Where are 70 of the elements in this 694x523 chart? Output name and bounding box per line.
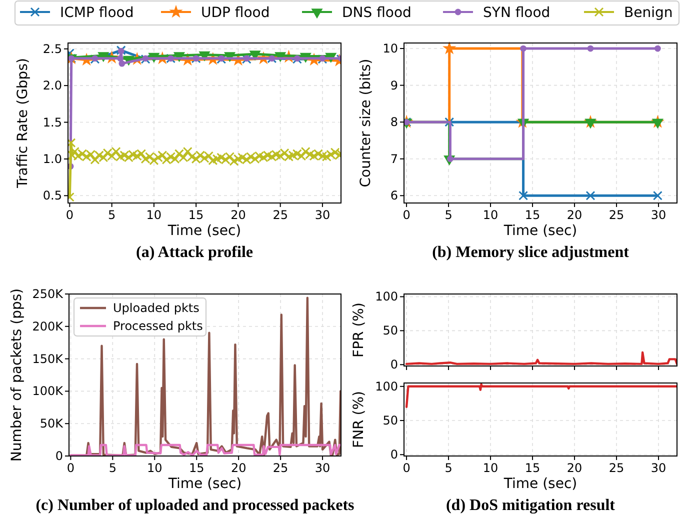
x-tick-label: 30 — [314, 208, 330, 222]
y-tick-label: 8 — [390, 115, 398, 130]
x-tick-label: 25 — [608, 461, 624, 475]
x-axis-title: Time (sec) — [502, 476, 578, 492]
y-tick-label: 200K — [32, 319, 64, 334]
x-tick-label: 20 — [566, 461, 582, 475]
x-tick-label: 0 — [402, 208, 410, 222]
x-tick-label: 0 — [66, 208, 74, 222]
x-tick-label: 10 — [482, 461, 498, 475]
y-tick-label: 6 — [390, 188, 398, 203]
y-tick-label: 1.5 — [42, 115, 62, 130]
x-tick-label: 15 — [524, 461, 540, 475]
x-tick-label: 25 — [608, 208, 624, 222]
y-axis-title: Number of packets (pps) — [9, 288, 25, 462]
text: (a) Attack profile — [136, 244, 254, 261]
y-tick-label: 50 — [382, 414, 398, 428]
x-axis-title: Time (sec) — [167, 476, 242, 492]
y-tick-label: 9 — [390, 78, 398, 92]
x-tick-label: 15 — [188, 461, 204, 475]
x-tick-label: 20 — [230, 461, 246, 475]
y-tick-label: 7 — [390, 152, 398, 166]
y-tick-label: 100 — [375, 290, 398, 304]
y-tick-label: 10 — [382, 42, 398, 56]
x-axis-title: Time (sec) — [502, 223, 578, 239]
x-tick-label: 0 — [402, 461, 410, 475]
x-tick-label: 5 — [444, 208, 452, 222]
text: (c) Number of uploaded and processed packets — [36, 497, 354, 514]
y-tick-label: 2.5 — [42, 42, 62, 56]
x-tick-label: 15 — [188, 208, 204, 222]
y-tick-label: 100 — [375, 379, 398, 394]
y-axis-title: Traffic Rate (Gbps) — [15, 58, 31, 189]
x-tick-label: 15 — [524, 208, 540, 222]
x-tick-label: 10 — [482, 208, 498, 222]
y-tick-label: 150K — [32, 352, 64, 366]
text: (d) DoS mitigation result — [446, 497, 616, 514]
y-tick-label: 100K — [32, 384, 64, 398]
y-axis-title: FPR (%) — [351, 302, 367, 358]
x-tick-label: 30 — [314, 461, 330, 475]
legend-label: SYN flood — [483, 5, 550, 21]
x-tick-label: 20 — [566, 208, 582, 222]
x-tick-label: 0 — [66, 461, 74, 475]
x-tick-label: 5 — [108, 461, 116, 475]
x-tick-label: 30 — [650, 208, 666, 222]
y-tick-label: 0 — [390, 448, 398, 462]
x-axis-title: Time (sec) — [166, 223, 242, 239]
legend-label: Benign — [624, 5, 673, 21]
legend-label: Uploaded pkts — [113, 301, 200, 315]
y-axis-title: FNR (%) — [351, 391, 367, 448]
legend-label: Processed pkts — [113, 319, 203, 333]
x-tick-label: 25 — [272, 208, 288, 222]
x-tick-label: 5 — [108, 208, 116, 222]
y-tick-label: 50K — [40, 416, 64, 431]
y-axis-title: Counter size (bits) — [358, 58, 374, 188]
text: (b) Memory slice adjustment — [432, 244, 630, 261]
y-tick-label: 0.5 — [42, 188, 62, 203]
legend-label: ICMP flood — [60, 5, 134, 21]
y-tick-label: 0 — [55, 449, 63, 463]
x-tick-label: 20 — [230, 208, 246, 222]
y-tick-label: 50 — [382, 324, 398, 338]
x-tick-label: 25 — [272, 461, 288, 475]
y-tick-label: 250K — [32, 287, 64, 301]
legend-label: DNS flood — [342, 5, 412, 21]
x-tick-label: 30 — [650, 461, 666, 475]
y-tick-label: 1.0 — [42, 152, 62, 166]
y-tick-label: 2.0 — [42, 78, 62, 93]
x-tick-label: 10 — [146, 461, 162, 475]
x-tick-label: 10 — [146, 208, 162, 222]
legend-label: UDP flood — [201, 5, 270, 21]
y-tick-label: 0 — [390, 358, 398, 372]
x-tick-label: 5 — [444, 461, 452, 475]
